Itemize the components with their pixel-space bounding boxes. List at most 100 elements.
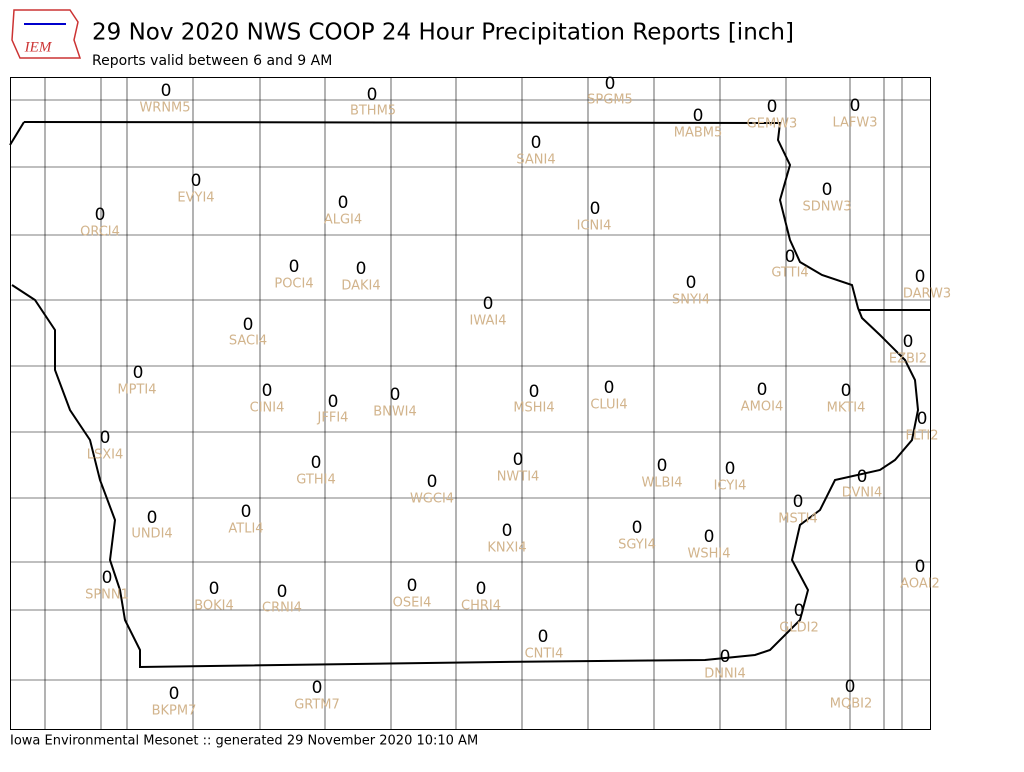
station-value: 0 — [725, 459, 736, 479]
station-value: 0 — [767, 97, 778, 117]
station-value: 0 — [590, 199, 601, 219]
station-label: AMOI4 — [741, 400, 783, 415]
footer: Iowa Environmental Mesonet :: generated … — [10, 734, 478, 749]
station-value: 0 — [367, 85, 378, 105]
state-border — [11, 121, 920, 669]
station-label: CRNI4 — [262, 601, 302, 616]
logo: IEM — [11, 9, 82, 59]
station-value: 0 — [657, 456, 668, 476]
station-value: 0 — [720, 647, 731, 667]
station-label: CHRI4 — [461, 599, 501, 614]
station-label: SANI4 — [516, 153, 555, 168]
station-value: 0 — [241, 502, 252, 522]
station-label: MSTI4 — [778, 512, 818, 527]
station-value: 0 — [915, 267, 926, 287]
station-label: EZBI2 — [889, 352, 927, 367]
station-label: ICYI4 — [714, 479, 747, 494]
station-label: SDNW3 — [802, 200, 851, 215]
station-label: SPGM5 — [587, 93, 633, 108]
station-value: 0 — [850, 96, 861, 116]
station-label: POCI4 — [274, 277, 313, 292]
station-value: 0 — [529, 382, 540, 402]
station-label: SPNN1 — [85, 588, 129, 603]
title: 29 Nov 2020 NWS COOP 24 Hour Precipitati… — [92, 20, 794, 46]
station-value: 0 — [915, 557, 926, 577]
station-label: SNYI4 — [672, 293, 710, 308]
station-value: 0 — [822, 180, 833, 200]
station-label: FLTI2 — [906, 429, 939, 444]
station-value: 0 — [476, 579, 487, 599]
station-label: ATLI4 — [228, 522, 263, 537]
station-label: DNNI4 — [704, 667, 746, 682]
station-label: BTHM5 — [350, 104, 396, 119]
station-label: GTHI4 — [296, 473, 335, 488]
station-value: 0 — [95, 205, 106, 225]
station-label: MPTI4 — [117, 383, 156, 398]
station-value: 0 — [538, 627, 549, 647]
station-label: IWAI4 — [470, 314, 507, 329]
station-label: MKTI4 — [827, 401, 866, 416]
station-value: 0 — [133, 363, 144, 383]
station-value: 0 — [311, 453, 322, 473]
station-label: MABM5 — [674, 126, 723, 141]
station-value: 0 — [289, 257, 300, 277]
station-label: BOKI4 — [194, 599, 234, 614]
station-value: 0 — [147, 508, 158, 528]
station-value: 0 — [857, 467, 868, 487]
station-label: UNDI4 — [131, 527, 172, 542]
station-label: WGCI4 — [410, 492, 454, 507]
station-label: JFFI4 — [317, 411, 349, 426]
station-value: 0 — [209, 579, 220, 599]
station-value: 0 — [427, 472, 438, 492]
station-value: 0 — [605, 74, 616, 94]
logo-text: IEM — [24, 39, 53, 55]
station-label: CINI4 — [250, 401, 285, 416]
station-value: 0 — [794, 601, 805, 621]
station-label: KNXI4 — [487, 541, 526, 556]
station-label: GTTI4 — [771, 266, 808, 281]
station-value: 0 — [604, 378, 615, 398]
station-value: 0 — [102, 568, 113, 588]
station-label: WRNM5 — [139, 101, 190, 116]
station-label: CNTI4 — [525, 647, 564, 662]
station-value: 0 — [169, 684, 180, 704]
station-value: 0 — [312, 678, 323, 698]
station-label: SACI4 — [229, 334, 267, 349]
logo-outline — [11, 9, 82, 59]
subtitle: Reports valid between 6 and 9 AM — [92, 53, 332, 69]
station-value: 0 — [407, 576, 418, 596]
station-label: GEMW3 — [747, 117, 798, 132]
station-label: MQBI2 — [830, 697, 872, 712]
station-label: LAFW3 — [832, 116, 877, 131]
station-value: 0 — [483, 294, 494, 314]
station-value: 0 — [502, 521, 513, 541]
station-label: WSHI4 — [688, 547, 731, 562]
station-value: 0 — [704, 527, 715, 547]
station-value: 0 — [390, 385, 401, 405]
station-value: 0 — [757, 380, 768, 400]
station-value: 0 — [841, 381, 852, 401]
station-value: 0 — [686, 273, 697, 293]
station-label: MSHI4 — [513, 401, 554, 416]
station-value: 0 — [277, 582, 288, 602]
station-label: GRTM7 — [294, 698, 340, 713]
station-value: 0 — [632, 518, 643, 538]
station-label: BNWI4 — [373, 405, 417, 420]
station-label: BKPM7 — [152, 704, 197, 719]
station-value: 0 — [513, 450, 524, 470]
state-border — [9, 121, 930, 311]
station-value: 0 — [243, 315, 254, 335]
station-label: WLBI4 — [641, 476, 682, 491]
station-value: 0 — [903, 332, 914, 352]
station-value: 0 — [262, 381, 273, 401]
station-label: ICNI4 — [577, 219, 612, 234]
station-label: NWTI4 — [497, 470, 540, 485]
map-frame — [10, 77, 931, 730]
station-value: 0 — [356, 259, 367, 279]
station-value: 0 — [328, 392, 339, 412]
station-value: 0 — [100, 428, 111, 448]
station-value: 0 — [693, 106, 704, 126]
station-label: SGYI4 — [618, 538, 656, 553]
